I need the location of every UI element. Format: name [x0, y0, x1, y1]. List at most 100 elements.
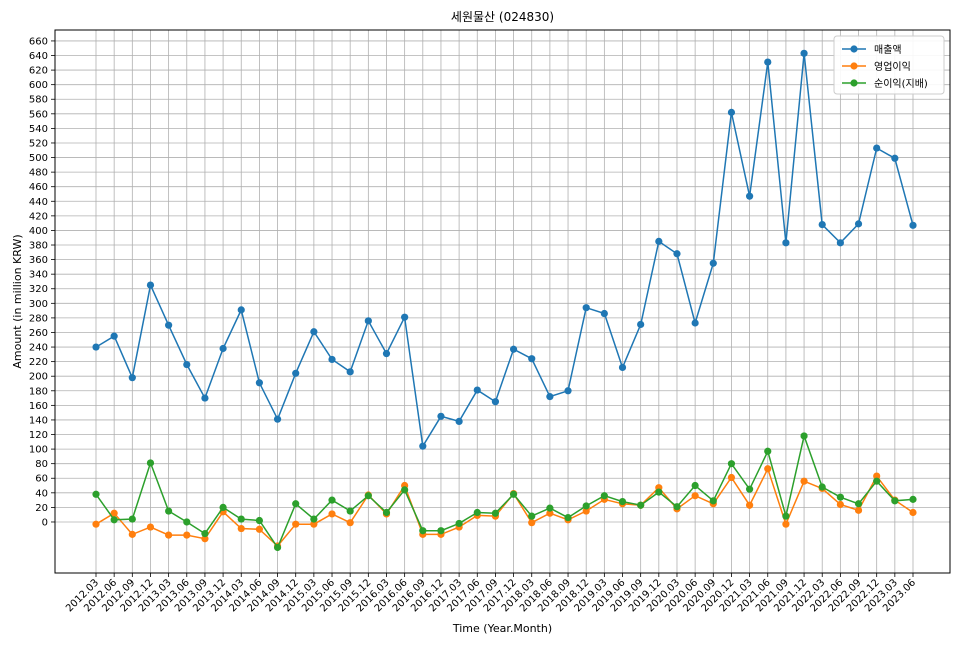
y-tick-label: 0: [42, 517, 48, 528]
y-tick-label: 40: [35, 488, 48, 499]
data-point: [110, 332, 118, 340]
series-3: [92, 432, 917, 552]
data-point: [419, 442, 427, 450]
data-point: [800, 432, 808, 440]
data-point: [473, 386, 481, 394]
data-point: [183, 518, 191, 526]
data-point: [528, 512, 536, 520]
data-point: [401, 486, 409, 494]
y-tick-label: 660: [29, 36, 48, 47]
legend-label: 매출액: [874, 44, 902, 56]
data-point: [727, 460, 736, 468]
gridlines: [55, 30, 950, 573]
data-point: [582, 507, 590, 515]
data-point: [146, 281, 155, 289]
y-tick-label: 260: [29, 328, 48, 339]
data-point: [328, 510, 336, 518]
data-point: [782, 520, 790, 528]
data-point: [382, 508, 391, 517]
data-point: [328, 355, 336, 364]
y-tick-label: 500: [29, 153, 48, 164]
data-point: [455, 417, 463, 425]
legend-label: 순이익(지배): [874, 78, 928, 90]
data-point: [455, 519, 463, 528]
data-point: [873, 477, 881, 485]
data-point: [854, 220, 863, 228]
data-point: [292, 520, 300, 528]
data-point: [273, 543, 282, 552]
data-point: [582, 502, 590, 510]
data-point: [691, 492, 699, 500]
data-point: [546, 504, 554, 512]
data-point: [782, 239, 790, 247]
plot-frame: [54, 29, 951, 574]
legend-item: 매출액: [842, 44, 902, 56]
data-point: [201, 394, 209, 402]
data-point: [401, 313, 409, 321]
data-point: [564, 514, 572, 522]
y-tick-label: 60: [35, 474, 48, 485]
data-point: [346, 519, 354, 527]
data-point: [800, 477, 808, 485]
data-point: [509, 345, 518, 353]
data-point: [255, 379, 263, 387]
data-point: [364, 317, 372, 325]
legend-label: 영업이익: [874, 60, 911, 73]
data-point: [292, 369, 300, 377]
data-point: [727, 108, 736, 116]
data-point: [273, 415, 282, 423]
series-group: [92, 49, 917, 552]
data-point: [836, 239, 844, 247]
y-tick-label: 560: [29, 109, 48, 120]
data-point: [255, 516, 263, 525]
data-point: [92, 490, 100, 498]
y-tick-label: 300: [29, 299, 48, 310]
data-point: [528, 355, 536, 363]
data-point: [491, 509, 500, 517]
data-point: [437, 412, 445, 420]
legend-swatch-marker: [850, 45, 858, 53]
data-point: [818, 483, 826, 491]
y-tick-label: 240: [29, 343, 48, 354]
data-point: [382, 350, 391, 358]
data-point: [600, 492, 608, 500]
data-point: [165, 321, 173, 329]
series-line: [95, 433, 914, 550]
data-point: [237, 524, 245, 533]
data-point: [165, 531, 173, 539]
y-tick-label: 220: [29, 357, 48, 368]
data-point: [219, 344, 227, 353]
data-point: [110, 516, 118, 524]
y-axis: 0 20 40 60 80 100 120 140 160 180 200 220 240 260 280 3…: [29, 36, 55, 528]
y-tick-label: 320: [29, 284, 48, 295]
data-point: [746, 485, 754, 493]
data-point: [891, 497, 899, 505]
data-point: [746, 501, 754, 509]
data-point: [873, 472, 881, 480]
data-point: [310, 515, 318, 523]
data-point: [146, 523, 155, 531]
data-point: [128, 530, 136, 538]
data-point: [818, 221, 826, 229]
y-tick-label: 460: [29, 182, 48, 193]
data-point: [201, 530, 209, 538]
data-point: [201, 535, 209, 543]
series-line: [95, 53, 914, 449]
data-point: [709, 497, 717, 505]
y-tick-label: 640: [29, 51, 48, 62]
legend-item: 영업이익: [842, 60, 911, 73]
data-point: [310, 520, 318, 528]
data-point: [310, 328, 318, 336]
y-tick-label: 360: [29, 255, 48, 266]
data-point: [891, 154, 899, 162]
data-point: [746, 192, 754, 200]
y-tick-label: 600: [29, 80, 48, 91]
data-point: [673, 503, 681, 511]
data-point: [637, 320, 645, 329]
data-point: [764, 465, 772, 473]
data-point: [237, 306, 245, 314]
data-point: [673, 250, 681, 258]
